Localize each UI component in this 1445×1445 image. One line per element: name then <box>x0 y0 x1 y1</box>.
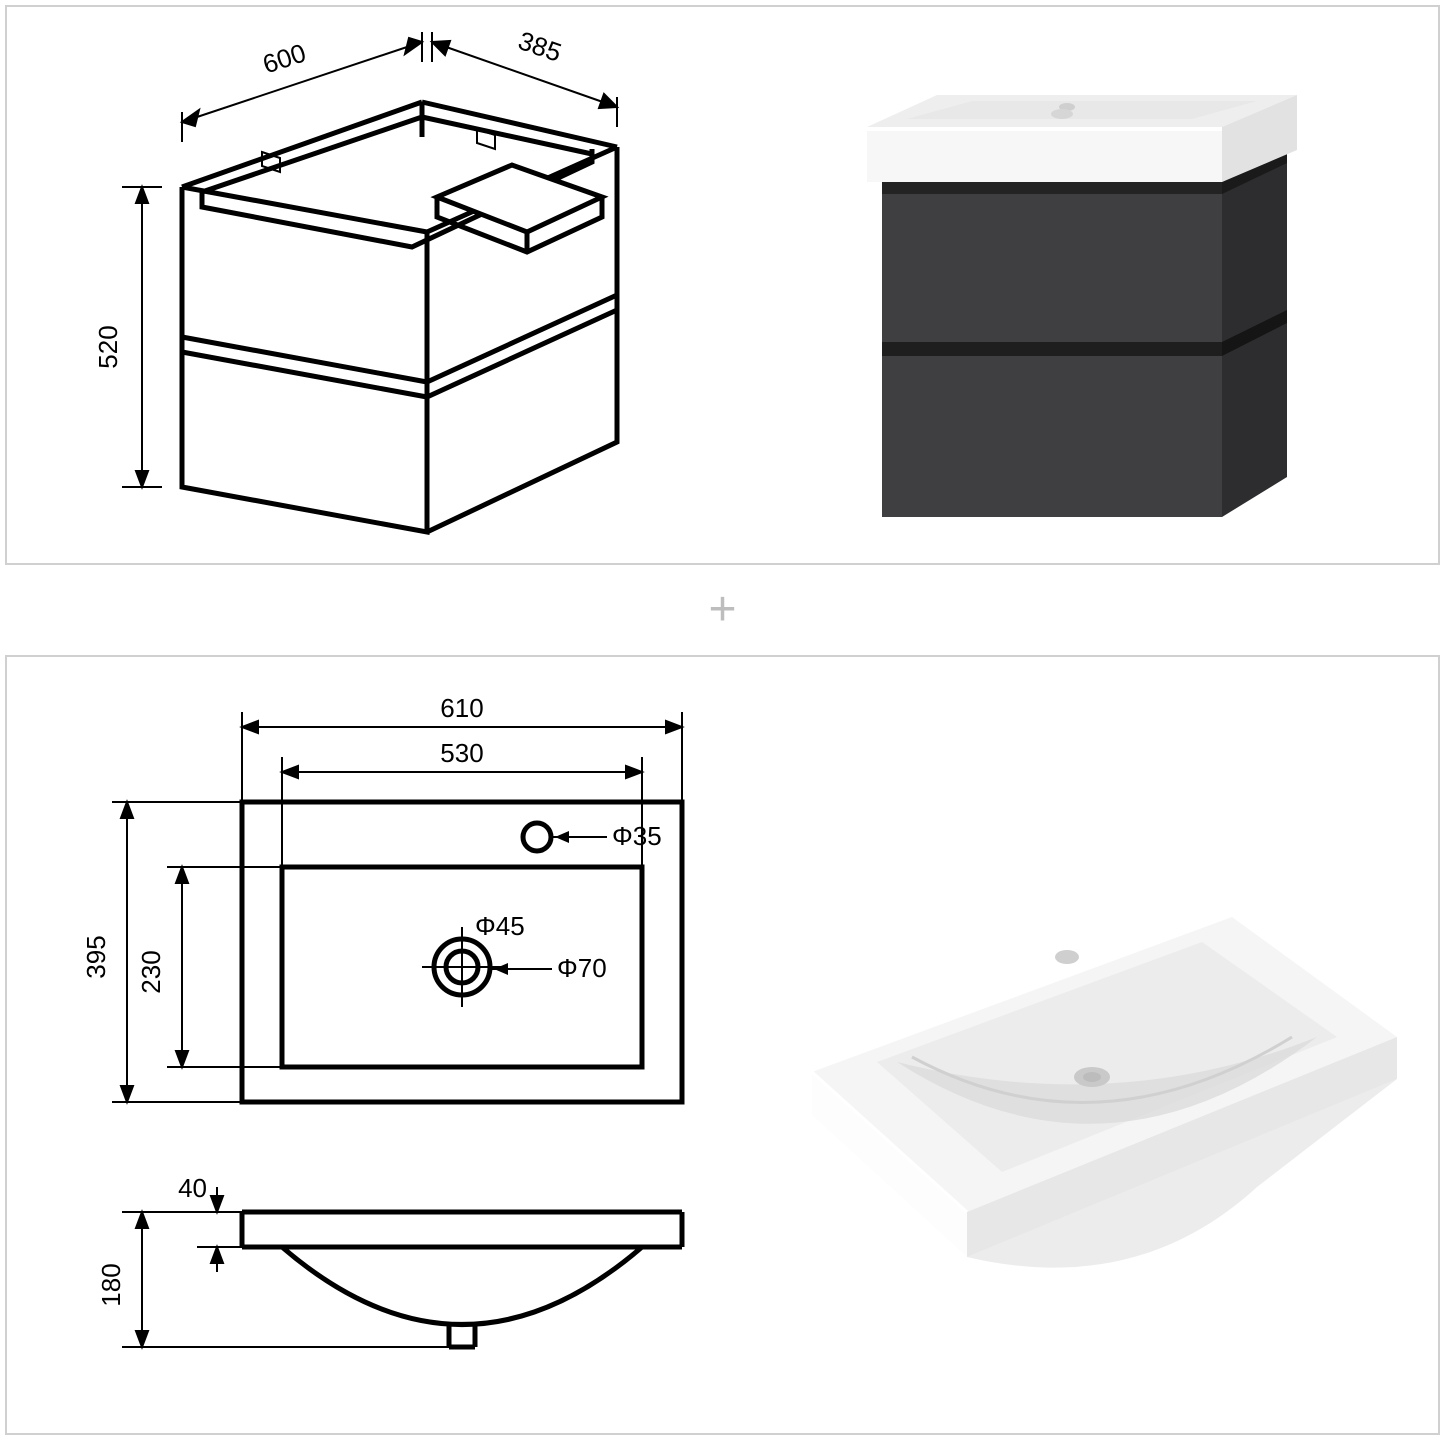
cabinet-panel: 520 600 385 <box>5 5 1440 565</box>
dim-bowl-depth: 180 <box>96 1263 126 1306</box>
dim-drain-outer: Φ70 <box>557 953 607 983</box>
dim-tap-hole: Φ35 <box>612 821 662 851</box>
cabinet-render <box>867 95 1297 517</box>
dim-width: 600 <box>259 37 310 79</box>
dim-outer-depth: 395 <box>81 935 111 978</box>
basin-top-drawing: Φ35 Φ45 Φ70 610 <box>81 693 682 1102</box>
dim-outer-width: 610 <box>440 693 483 723</box>
drawer-gap <box>882 342 1222 356</box>
dim-inner-depth: 230 <box>136 950 166 993</box>
cabinet-panel-svg: 520 600 385 <box>7 7 1438 563</box>
dim-inner-width: 530 <box>440 738 483 768</box>
basin-panel-svg: Φ35 Φ45 Φ70 610 <box>7 657 1438 1433</box>
dim-rim-height: 40 <box>178 1173 207 1203</box>
cabinet-line-drawing: 520 600 385 <box>93 25 617 532</box>
basin-side-drawing: 40 180 <box>96 1173 682 1347</box>
plus-icon: + <box>708 586 736 634</box>
dim-drain-inner: Φ45 <box>475 911 525 941</box>
basin-render <box>812 917 1397 1268</box>
dim-depth: 385 <box>515 25 566 67</box>
basin-panel: Φ35 Φ45 Φ70 610 <box>5 655 1440 1435</box>
plus-separator-row: + <box>5 575 1440 645</box>
dim-height: 520 <box>93 325 123 368</box>
